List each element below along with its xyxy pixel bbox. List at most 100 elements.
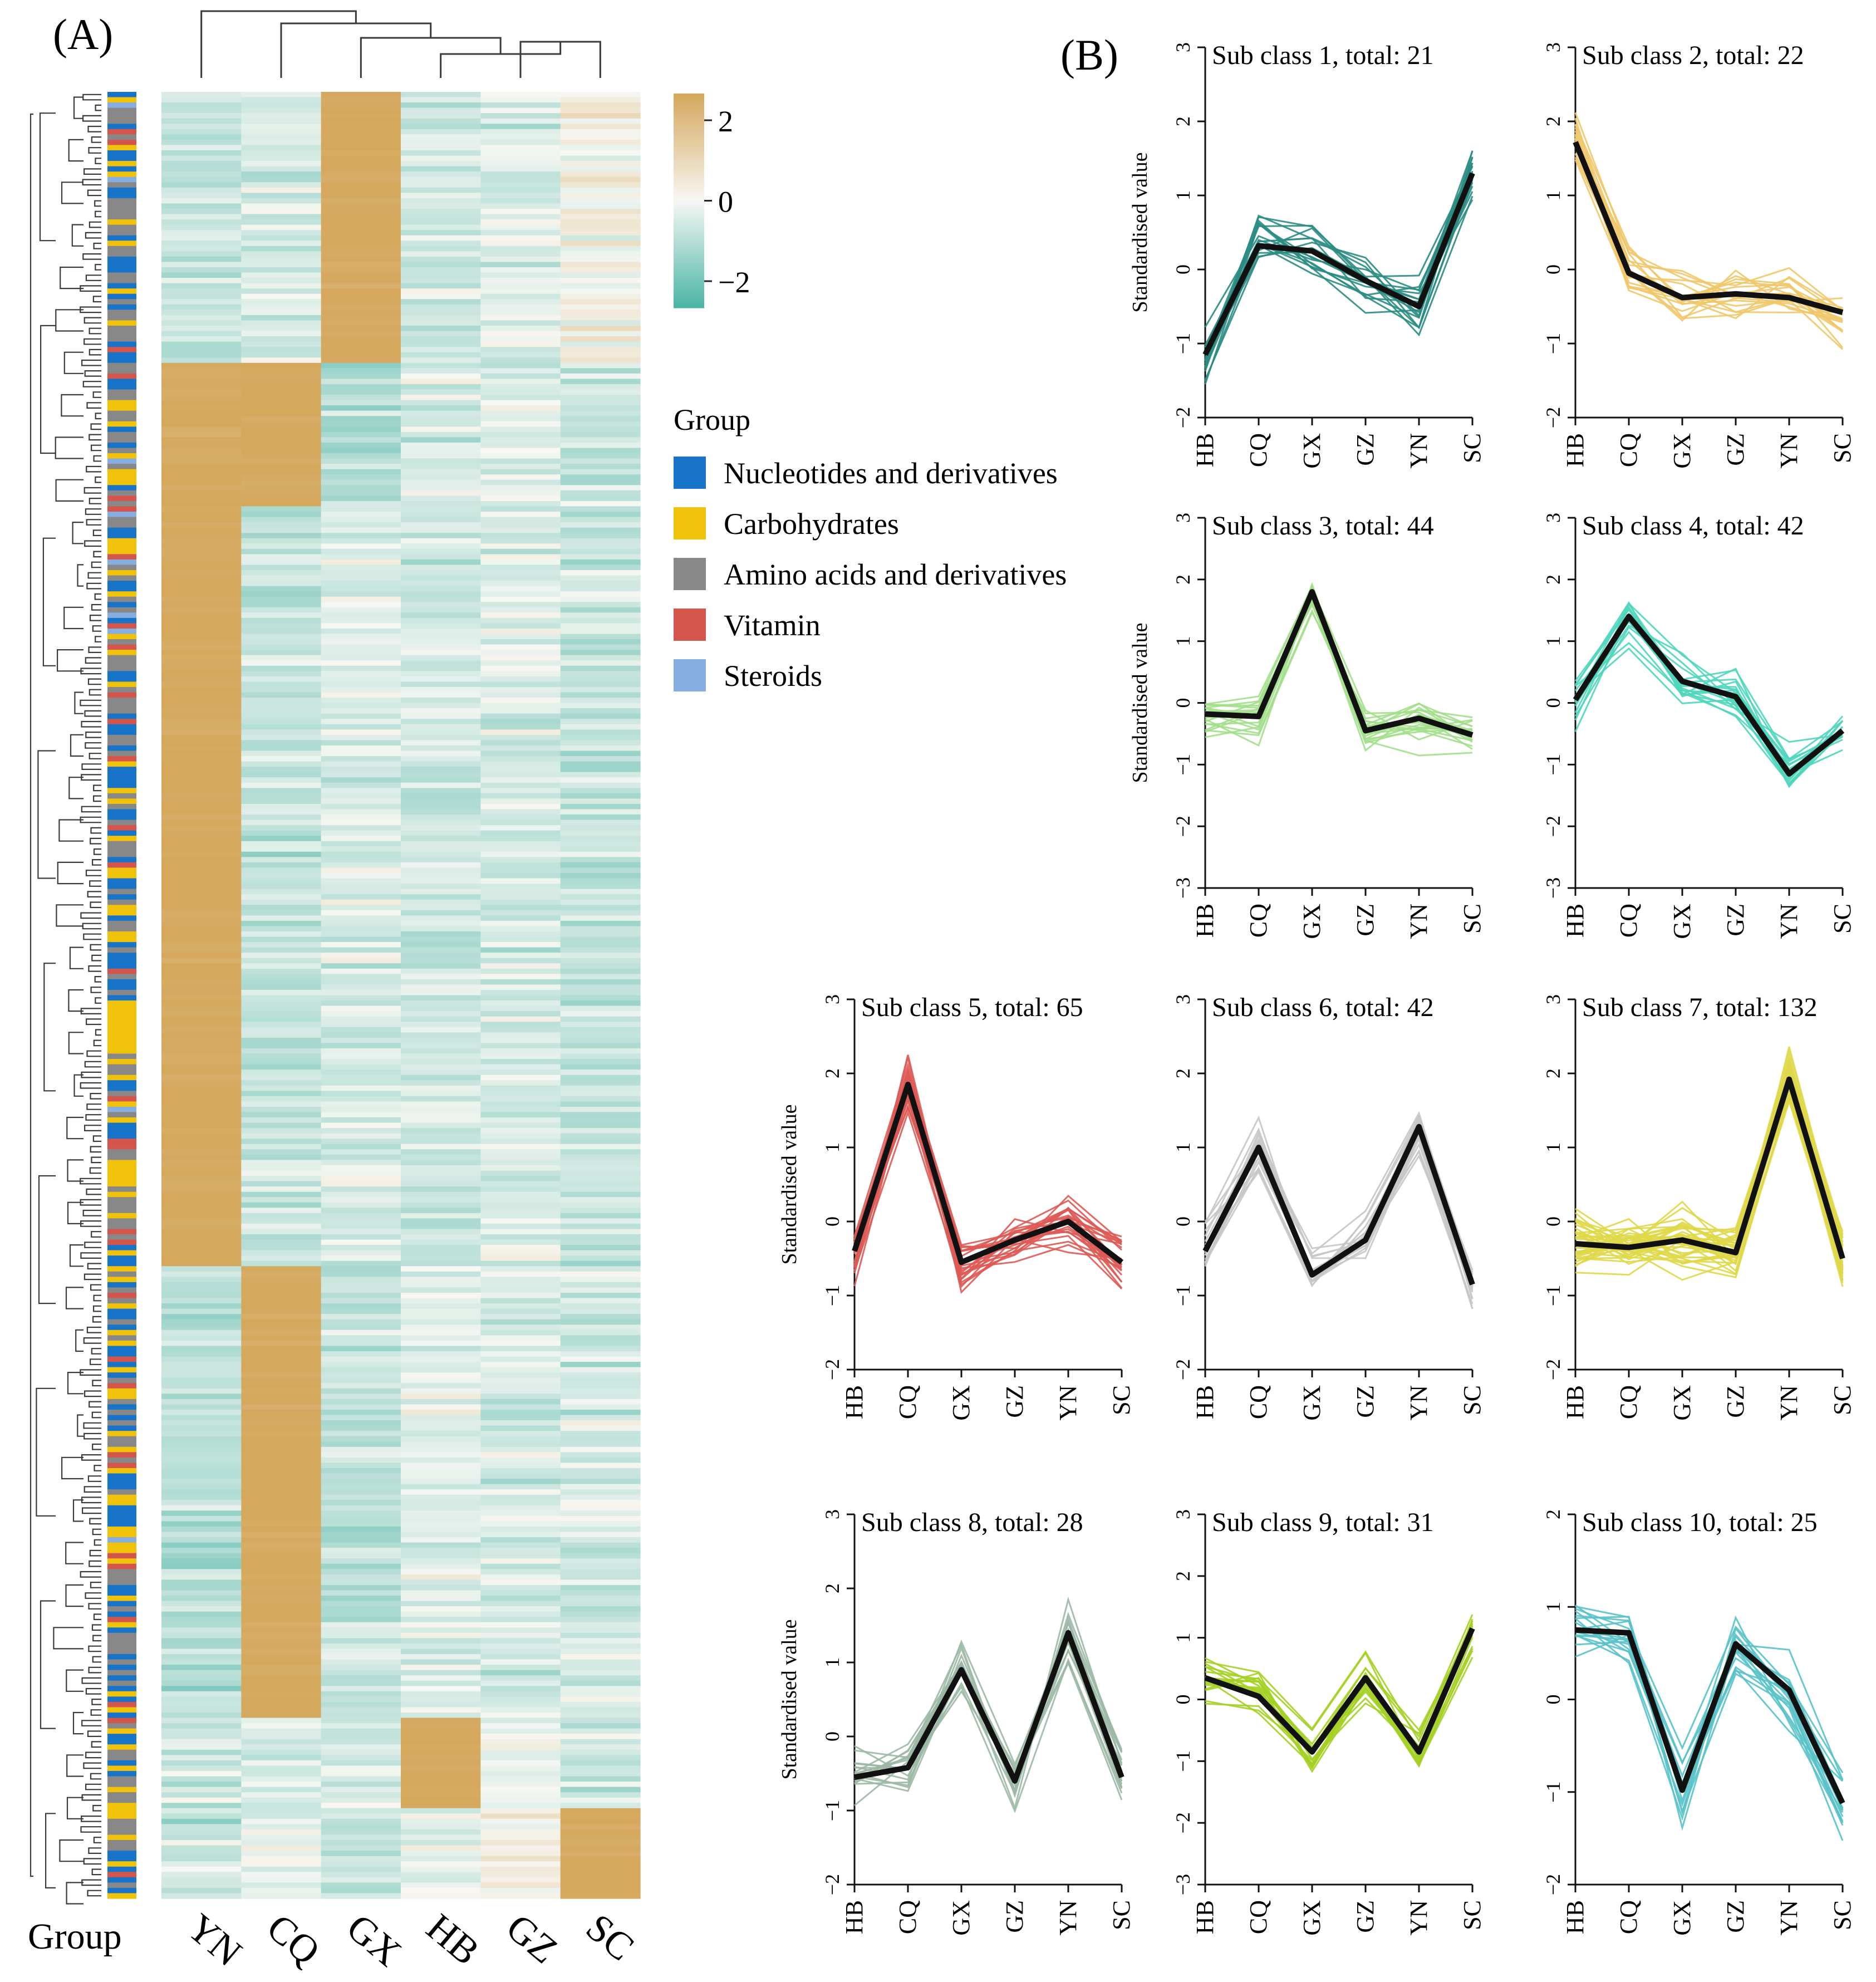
group-annotation-cell (107, 1277, 136, 1283)
group-annotation-cell (107, 1734, 136, 1740)
heatmap-cell (401, 219, 481, 225)
heatmap-cell (560, 724, 641, 730)
heatmap-cell (560, 1893, 641, 1899)
heatmap-cell (321, 203, 401, 209)
heatmap-cell (241, 798, 322, 804)
heatmap-cell (161, 1027, 242, 1033)
heatmap-cell (161, 1000, 242, 1007)
heatmap-cell (560, 570, 641, 576)
heatmap-cell (480, 1191, 561, 1198)
heatmap-cell (241, 1659, 322, 1665)
heatmap-cell (161, 1707, 242, 1713)
heatmap-cell (560, 1643, 641, 1650)
heatmap-cell (480, 1144, 561, 1150)
heatmap-cell (560, 171, 641, 178)
group-annotation-cell (107, 1584, 136, 1591)
group-annotation-cell (107, 1319, 136, 1325)
heatmap-cell (321, 1329, 401, 1336)
dendrogram-branch (85, 1783, 101, 1790)
y-tick-label: 1 (1172, 1142, 1194, 1152)
heatmap-cell (241, 496, 322, 502)
dendrogram-branch (81, 1071, 101, 1078)
heatmap-cell (321, 1324, 401, 1331)
heatmap-cell (321, 767, 401, 773)
heatmap-cell (480, 1223, 561, 1230)
heatmap-cell (321, 1845, 401, 1851)
colorbar-step (674, 207, 704, 210)
heatmap-cell (401, 761, 481, 767)
heatmap-cell (161, 1329, 242, 1336)
dendrogram-branch (85, 870, 101, 876)
heatmap-cell (560, 1005, 641, 1012)
dendrogram-branch (72, 522, 84, 544)
group-annotation-cell (107, 496, 136, 502)
heatmap-cell (321, 1388, 401, 1394)
heatmap-cell (321, 267, 401, 273)
group-annotation-cell (107, 1266, 136, 1272)
heatmap-cell (401, 686, 481, 693)
heatmap-cell (480, 107, 561, 114)
group-annotation-cell (107, 740, 136, 746)
group-annotation-cell (107, 368, 136, 374)
group-annotation-cell (107, 698, 136, 704)
y-tick-label: −1 (1172, 1285, 1194, 1306)
heatmap-cell (161, 1829, 242, 1836)
heatmap-cell (480, 1011, 561, 1017)
heatmap-cell (161, 836, 242, 842)
heatmap-cell (560, 729, 641, 735)
y-tick-label: 3 (1172, 513, 1194, 523)
heatmap-cell (560, 1308, 641, 1314)
heatmap-cell (161, 267, 242, 273)
heatmap-cell (560, 788, 641, 794)
dendrogram-branch (66, 1754, 84, 1777)
heatmap-cell (321, 750, 401, 757)
heatmap-cell (480, 1420, 561, 1426)
heatmap-cell (560, 1569, 641, 1575)
heatmap-cell (321, 517, 401, 523)
heatmap-cell (401, 1574, 481, 1580)
heatmap-cell (321, 634, 401, 640)
heatmap-cell (241, 1670, 322, 1676)
y-tick-label: −1 (1542, 754, 1564, 775)
heatmap-cell (480, 1356, 561, 1362)
group-annotation-cell (107, 1510, 136, 1517)
heatmap-cell (480, 1659, 561, 1665)
heatmap-cell (161, 341, 242, 347)
heatmap-cell (321, 176, 401, 183)
heatmap-cell (480, 1250, 561, 1256)
group-annotation-cell (107, 320, 136, 326)
heatmap-cell (161, 1675, 242, 1681)
heatmap-cell (241, 1611, 322, 1617)
x-tick-label: YN (1405, 1900, 1432, 1936)
heatmap-cell (560, 405, 641, 411)
heatmap-cell (161, 1532, 242, 1538)
dendrogram-branch (200, 10, 357, 78)
heatmap-cell (480, 320, 561, 326)
heatmap-cell (480, 878, 561, 884)
dendrogram-branch (90, 1773, 101, 1780)
heatmap-cell (161, 729, 242, 735)
heatmap-cell (161, 1277, 242, 1283)
heatmap-cell (401, 1877, 481, 1883)
heatmap-cell (321, 1468, 401, 1474)
heatmap-cell (480, 1154, 561, 1160)
heatmap-cell (480, 565, 561, 571)
heatmap-cell (401, 862, 481, 869)
heatmap-cell (480, 1346, 561, 1352)
heatmap-cell (161, 1245, 242, 1251)
y-tick-label: 3 (1172, 1509, 1194, 1519)
heatmap-cell (321, 506, 401, 512)
heatmap-cell (480, 1409, 561, 1416)
heatmap-cell (321, 431, 401, 438)
dendrogram-branch (89, 498, 101, 504)
colorbar-step (674, 265, 704, 268)
y-axis-label: Standardised value (1128, 622, 1152, 783)
heatmap-cell (480, 299, 561, 305)
heatmap-cell (480, 134, 561, 140)
heatmap-cell (401, 1139, 481, 1145)
heatmap-cell (321, 1532, 401, 1538)
heatmap-cell (401, 368, 481, 374)
heatmap-cell (401, 1532, 481, 1538)
heatmap-cell (560, 1553, 641, 1559)
